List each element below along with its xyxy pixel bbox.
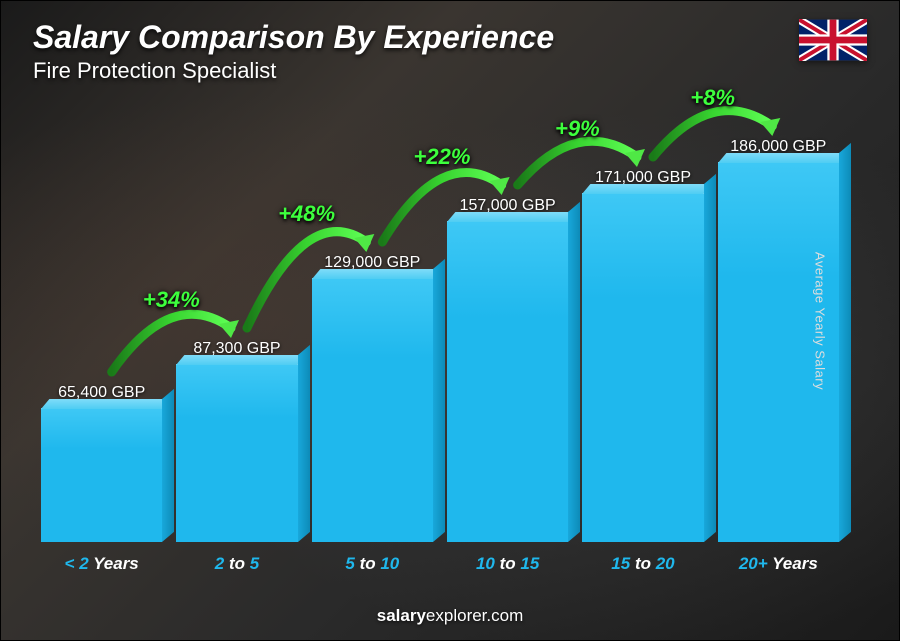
bar (312, 278, 433, 542)
x-axis-label: 2 to 5 (176, 554, 297, 574)
bar (176, 364, 297, 542)
x-axis-label: < 2 Years (41, 554, 162, 574)
bar-column: 87,300 GBP (176, 340, 297, 542)
bar (447, 221, 568, 542)
page-title: Salary Comparison By Experience (33, 19, 554, 56)
footer-brand: salaryexplorer.com (1, 606, 899, 626)
x-axis-label: 5 to 10 (312, 554, 433, 574)
brand-rest: explorer.com (426, 606, 523, 625)
bar (41, 408, 162, 542)
bar (582, 193, 703, 542)
growth-pct-label: +8% (690, 85, 735, 111)
x-axis-labels: < 2 Years 2 to 5 5 to 10 10 to 15 15 to 20 20… (41, 554, 839, 574)
bar-column: 157,000 GBP (447, 197, 568, 542)
bars-container: 65,400 GBP87,300 GBP129,000 GBP157,000 G… (41, 121, 839, 542)
bar-column: 171,000 GBP (582, 169, 703, 542)
bar-column: 129,000 GBP (312, 254, 433, 542)
page-subtitle: Fire Protection Specialist (33, 58, 554, 84)
y-axis-label: Average Yearly Salary (812, 251, 827, 389)
bar-column: 65,400 GBP (41, 384, 162, 542)
brand-bold: salary (377, 606, 426, 625)
x-axis-label: 15 to 20 (582, 554, 703, 574)
header: Salary Comparison By Experience Fire Pro… (33, 19, 867, 84)
title-block: Salary Comparison By Experience Fire Pro… (33, 19, 554, 84)
x-axis-label: 10 to 15 (447, 554, 568, 574)
x-axis-label: 20+ Years (718, 554, 839, 574)
uk-flag-icon (799, 19, 867, 61)
bar-chart: 65,400 GBP87,300 GBP129,000 GBP157,000 G… (41, 121, 839, 570)
